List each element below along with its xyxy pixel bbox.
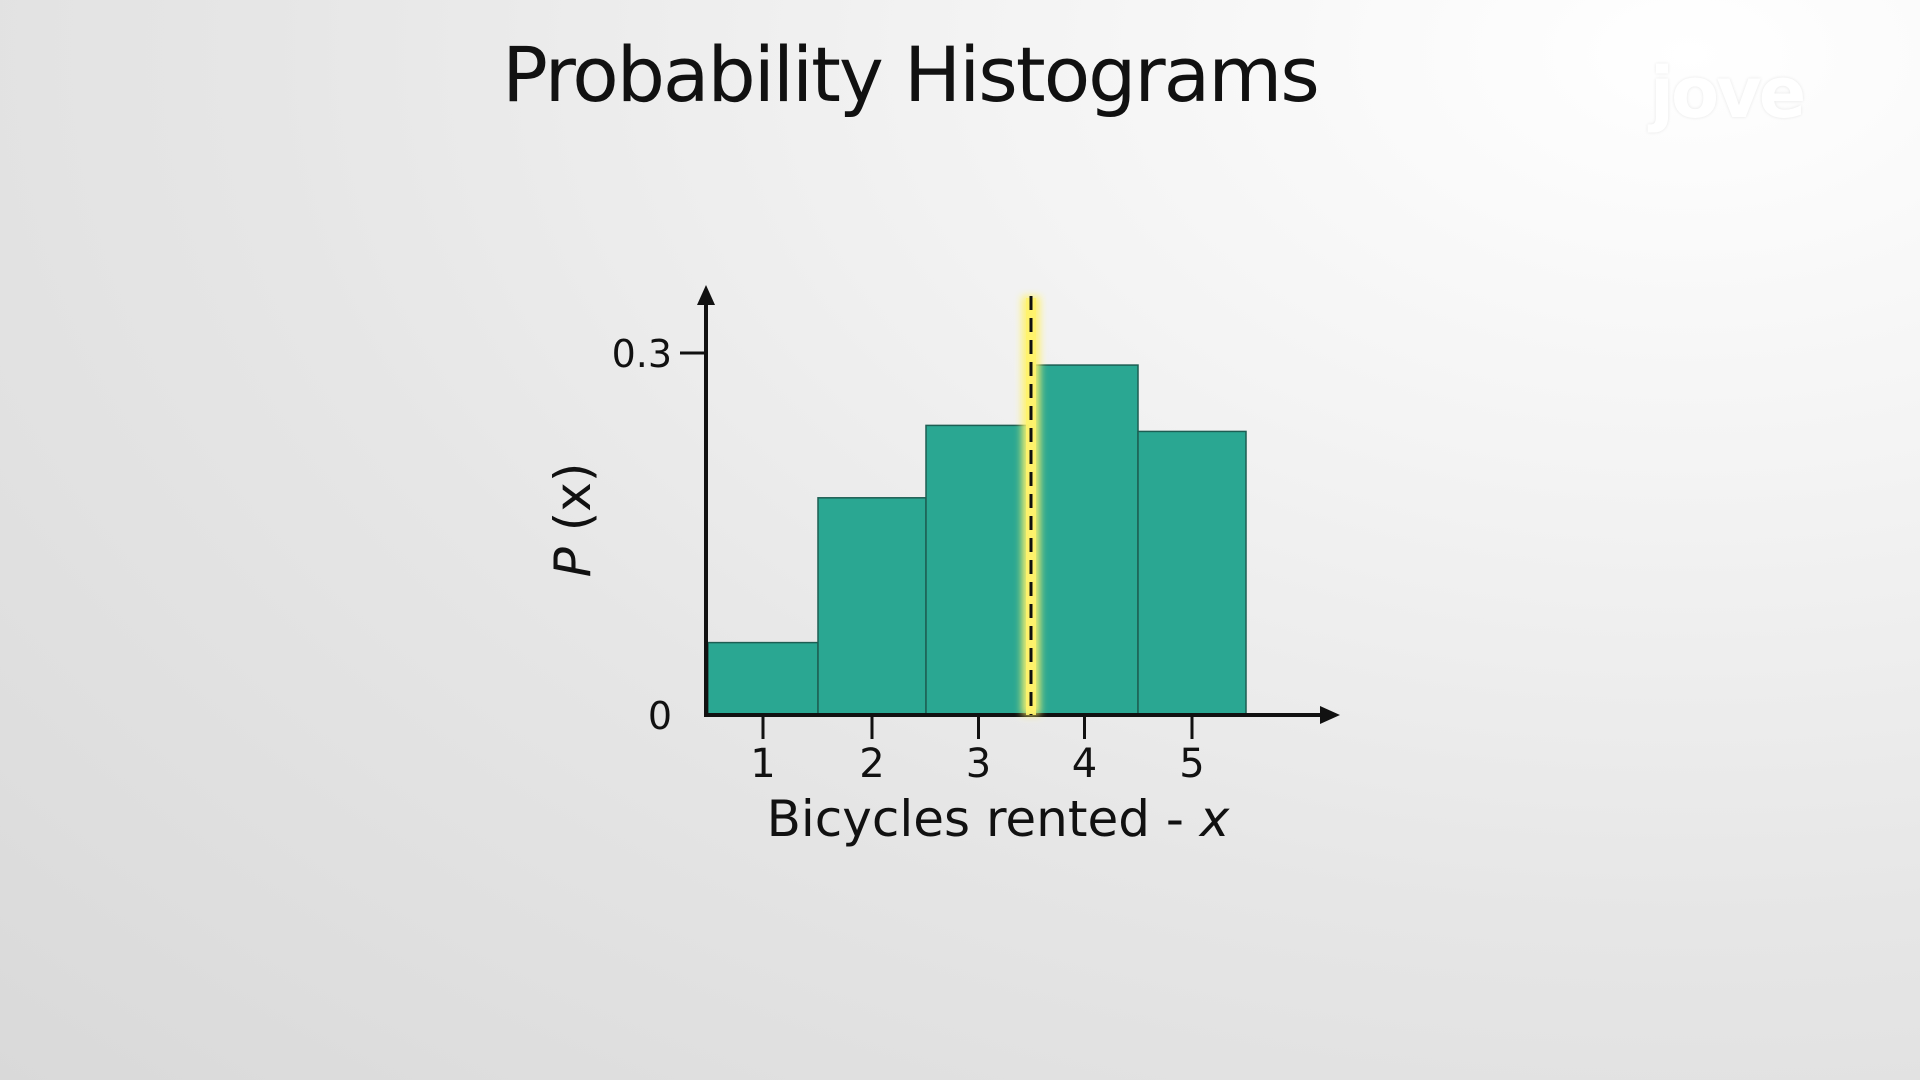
bar-5 <box>1137 430 1247 716</box>
x-axis-label-var: x <box>1198 790 1230 848</box>
y-tick-label-0: 0 <box>648 694 672 738</box>
y-axis-arrow <box>697 285 715 305</box>
bars-group <box>707 364 1247 716</box>
x-tick-label-1: 1 <box>750 741 775 787</box>
bar-1 <box>707 641 819 716</box>
x-ticks-group: 1 2 3 4 5 <box>750 715 1205 787</box>
y-axis-label-fn: P <box>544 546 602 577</box>
bar-4 <box>1030 364 1139 716</box>
x-tick-label-4: 4 <box>1072 741 1097 787</box>
slide-title: Probability Histograms <box>502 30 1320 119</box>
y-axis-label: P (x) <box>544 463 602 578</box>
y-ticks-group: 00.3 <box>612 332 706 738</box>
y-axis-label-arg: (x) <box>544 463 602 548</box>
jove-logo: jove <box>1650 52 1806 134</box>
mean-marker <box>1022 296 1040 715</box>
x-tick-label-5: 5 <box>1179 741 1204 787</box>
x-axis-label: Bicycles rented - x <box>767 790 1230 848</box>
axes-group <box>697 285 1340 724</box>
bar-3 <box>925 424 1032 716</box>
x-tick-label-2: 2 <box>859 741 884 787</box>
x-tick-label-3: 3 <box>966 741 991 787</box>
x-axis-arrow <box>1320 706 1340 724</box>
x-axis-label-main: Bicycles rented - <box>767 790 1200 848</box>
bar-2 <box>817 497 927 716</box>
y-tick-label-0.3: 0.3 <box>612 332 672 376</box>
